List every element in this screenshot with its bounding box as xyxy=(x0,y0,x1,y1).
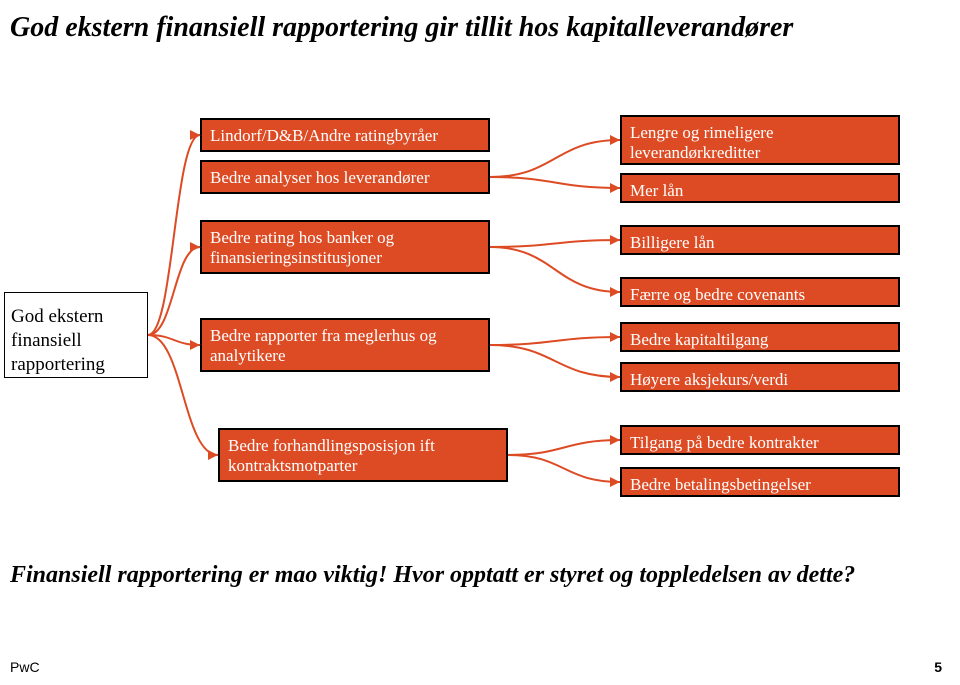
root-node: God ekstern finansiell rapportering xyxy=(4,292,148,378)
right-node-4: Bedre kapitaltilgang xyxy=(620,322,900,352)
footer-brand: PwC xyxy=(10,659,40,675)
page-number: 5 xyxy=(934,659,942,675)
mid-node-3: Bedre rapporter fra meglerhus og analyti… xyxy=(200,318,490,372)
mid-node-2: Bedre rating hos banker og finansierings… xyxy=(200,220,490,274)
slide-title: God ekstern finansiell rapportering gir … xyxy=(10,10,940,45)
mid-node-4: Bedre forhandlingsposisjon ift kontrakts… xyxy=(218,428,508,482)
right-node-7: Bedre betalingsbetingelser xyxy=(620,467,900,497)
bottom-summary: Finansiell rapportering er mao viktig! H… xyxy=(10,560,940,591)
right-node-3: Færre og bedre covenants xyxy=(620,277,900,307)
mid-node-0: Lindorf/D&B/Andre ratingbyråer xyxy=(200,118,490,152)
mid-node-1: Bedre analyser hos leverandører xyxy=(200,160,490,194)
right-node-1: Mer lån xyxy=(620,173,900,203)
right-node-0: Lengre og rimeligere leverandørkreditter xyxy=(620,115,900,165)
right-node-2: Billigere lån xyxy=(620,225,900,255)
right-node-5: Høyere aksjekurs/verdi xyxy=(620,362,900,392)
right-node-6: Tilgang på bedre kontrakter xyxy=(620,425,900,455)
